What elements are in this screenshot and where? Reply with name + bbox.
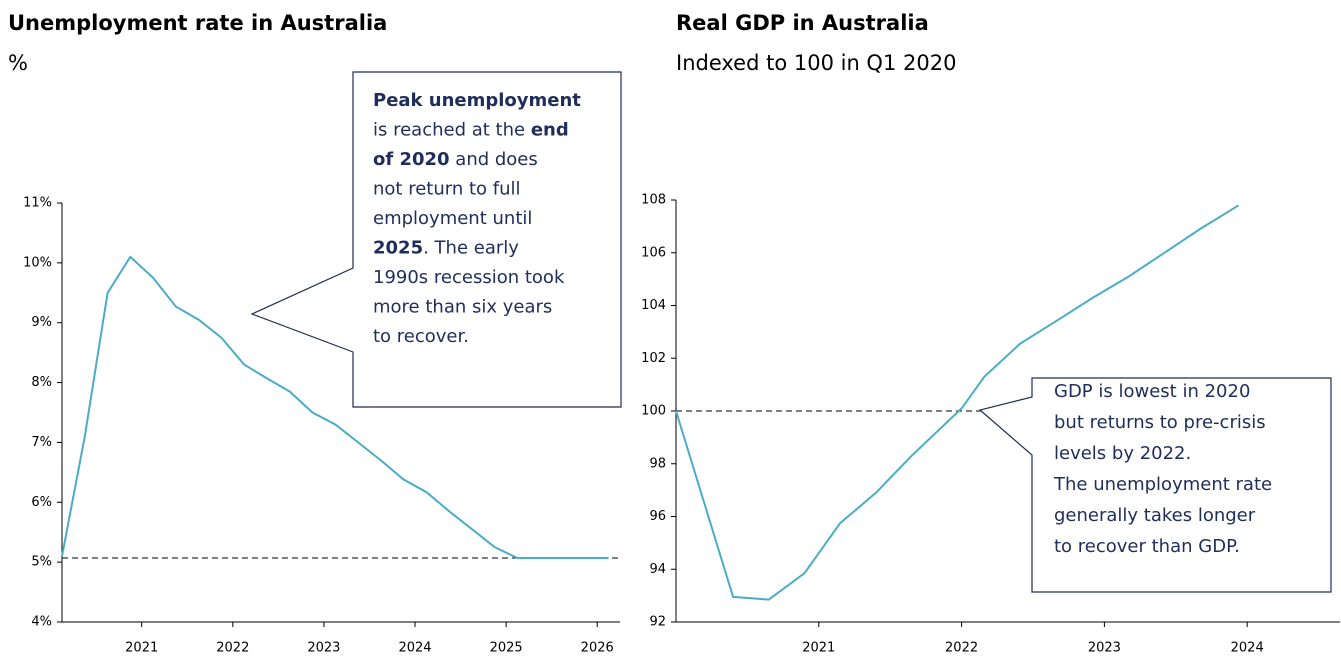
callout-box <box>978 377 1332 593</box>
data-line <box>675 204 1240 601</box>
x-tick-label: 2023 <box>307 641 340 656</box>
callout-text: Peak unemployment is reached at the end of… <box>373 90 581 347</box>
chart-title: Unemployment rate in Australia <box>8 11 387 35</box>
y-tick-label: 11% <box>23 196 52 211</box>
x-tick-label: 2022 <box>945 641 978 656</box>
callout-run: more than six years <box>373 297 552 318</box>
callout-run: 1990s recession took <box>373 267 565 288</box>
callout-run: levels by 2022. <box>1054 443 1191 464</box>
x-tick-label: 2022 <box>216 641 249 656</box>
callout-run: but returns to pre-crisis <box>1054 412 1266 433</box>
y-tick-label: 94 <box>649 562 666 577</box>
callout-run: GDP is lowest in 2020 <box>1054 381 1250 402</box>
y-tick-label: 7% <box>31 435 52 450</box>
y-tick-label: 102 <box>641 351 666 366</box>
callout-run: of 2020 <box>373 149 450 170</box>
x-tick-label: 2023 <box>1088 641 1121 656</box>
data-line <box>61 255 609 559</box>
callout-run: end <box>531 120 569 141</box>
y-tick-label: 106 <box>641 245 666 260</box>
callout-run: . The early <box>423 238 519 259</box>
callout-box <box>250 71 622 408</box>
y-tick-label: 100 <box>641 404 666 419</box>
chart-title: Real GDP in Australia <box>676 11 929 35</box>
y-tick-label: 5% <box>31 555 52 570</box>
callout-run: is reached at the <box>373 120 531 141</box>
x-tick-label: 2025 <box>490 641 523 656</box>
x-tick-label: 2026 <box>581 641 614 656</box>
chart-subtitle: % <box>8 51 28 75</box>
y-tick-label: 92 <box>649 615 666 630</box>
y-tick-label: 10% <box>23 255 52 270</box>
x-tick-label: 2021 <box>802 641 835 656</box>
y-tick-label: 4% <box>31 615 52 630</box>
x-tick-label: 2024 <box>1231 641 1264 656</box>
y-tick-label: 9% <box>31 315 52 330</box>
chart-subtitle: Indexed to 100 in Q1 2020 <box>676 51 956 75</box>
x-tick-label: 2021 <box>125 641 158 656</box>
callout-run: The unemployment rate <box>1053 474 1272 495</box>
callout-run: generally takes longer <box>1054 505 1256 526</box>
y-tick-label: 8% <box>31 375 52 390</box>
callout-run: employment until <box>373 208 532 229</box>
callout-run: 2025 <box>373 238 423 259</box>
callout-run: not return to full <box>373 179 521 200</box>
y-tick-label: 98 <box>649 456 666 471</box>
callout-run: and does <box>450 149 538 170</box>
y-tick-label: 104 <box>641 298 666 313</box>
y-tick-label: 108 <box>641 193 666 208</box>
y-tick-label: 6% <box>31 495 52 510</box>
callout-run: to recover. <box>373 326 469 347</box>
y-tick-label: 96 <box>649 509 666 524</box>
callout-run: Peak unemployment <box>373 90 581 111</box>
callout-text: GDP is lowest in 2020 but returns to pre-… <box>1053 381 1272 557</box>
callout-run: to recover than GDP. <box>1054 536 1240 557</box>
x-tick-label: 2024 <box>398 641 431 656</box>
